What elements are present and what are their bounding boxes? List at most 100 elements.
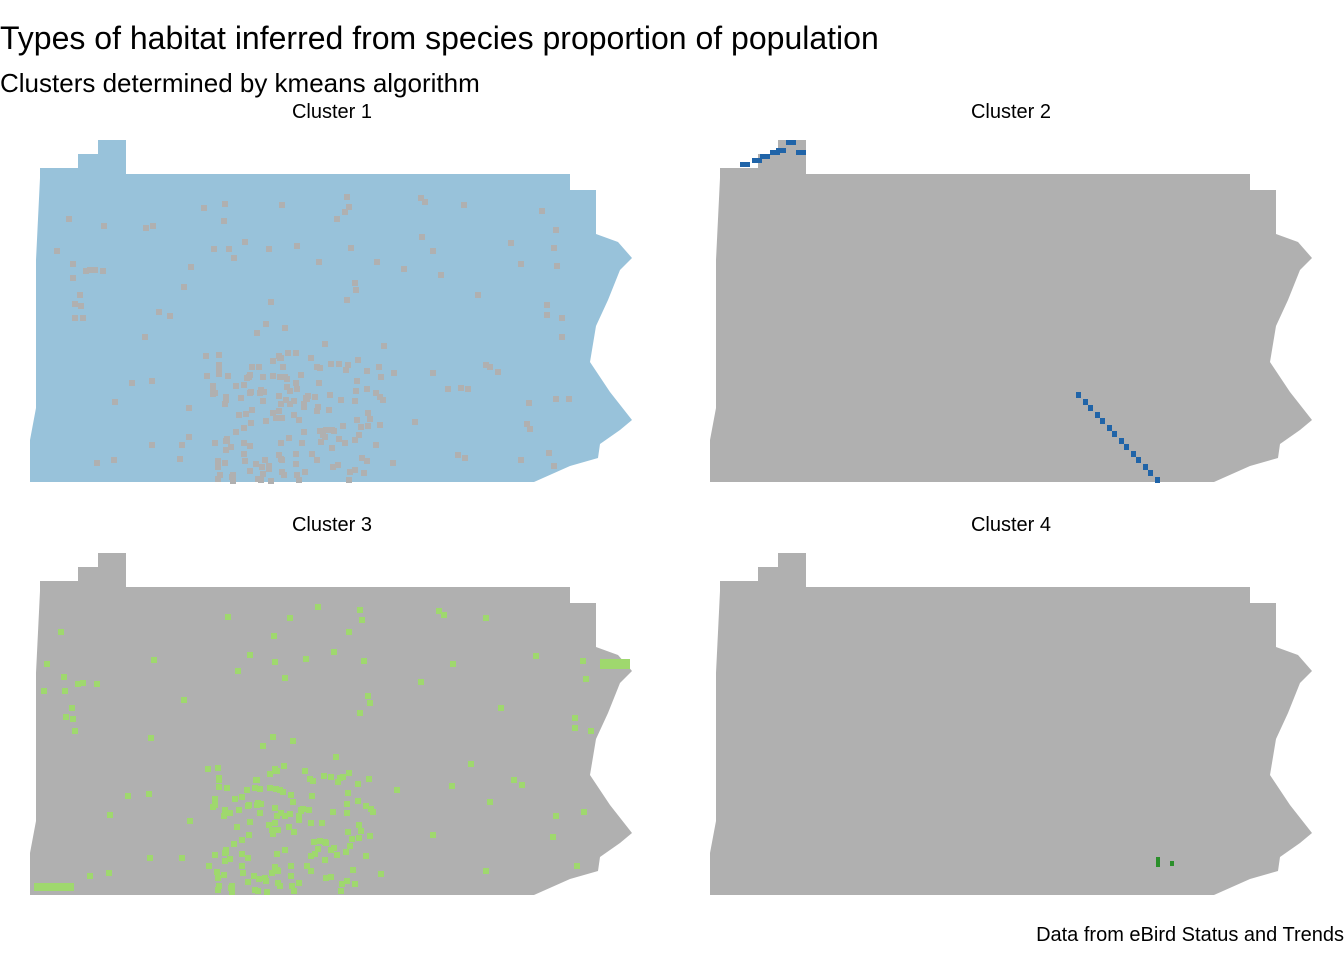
non-cluster-cell [281,472,287,478]
cluster-cell [235,668,241,674]
non-cluster-cell [216,352,222,358]
cluster-cell [322,839,328,845]
cluster-cell [553,813,559,819]
cluster-cell [270,831,276,837]
non-cluster-cell [236,412,242,418]
cluster-cell [752,158,762,163]
cluster-cell [244,787,250,793]
cluster-cell [356,822,362,828]
cluster-cell [262,875,268,881]
cluster-cell [278,810,284,816]
cluster-cell [1107,425,1112,431]
non-cluster-cell [328,361,334,367]
non-cluster-cell [377,422,383,428]
non-cluster-cell [418,195,424,201]
non-cluster-cell [225,373,231,379]
cluster-cell [302,768,308,774]
cluster-cell [441,612,447,618]
non-cluster-cell [475,292,481,298]
non-cluster-cell [326,407,332,413]
non-cluster-cell [551,245,557,251]
non-cluster-cell [217,472,223,478]
cluster-cell [94,681,100,687]
non-cluster-cell [282,325,288,331]
cluster-cell [221,872,227,878]
cluster-cell [1095,412,1100,418]
cluster-cell [234,824,240,830]
non-cluster-cell [378,374,384,380]
non-cluster-cell [544,312,550,318]
cluster-cell [216,775,222,781]
non-cluster-cell [352,280,358,286]
non-cluster-cell [390,460,396,466]
non-cluster-cell [346,204,352,210]
cluster-cell [282,813,288,819]
non-cluster-cell [348,245,354,251]
cluster-cell [487,799,493,805]
non-cluster-cell [340,423,346,429]
non-cluster-cell [228,444,234,450]
cluster-cell [347,843,353,849]
map-cluster-4 [710,553,1312,895]
cluster-cell [519,782,525,788]
cluster-cell [580,658,586,664]
cluster-cell [272,805,278,811]
non-cluster-cell [352,437,358,443]
non-cluster-cell [238,395,244,401]
cluster-cell [394,787,400,793]
non-cluster-cell [262,457,268,463]
cluster-cell [107,812,113,818]
non-cluster-cell [167,313,173,319]
chart-title: Types of habitat inferred from species p… [0,20,879,56]
map-cluster-3 [30,553,632,895]
panel-label-cluster-4: Cluster 4 [970,514,1052,536]
cluster-cell [72,728,78,734]
non-cluster-cell [258,477,264,483]
cluster-cell [239,851,245,857]
cluster-cell [770,150,780,155]
cluster-cell [378,871,384,877]
non-cluster-cell [54,248,60,254]
non-cluster-cell [335,462,341,468]
cluster-cell [206,863,212,869]
non-cluster-cell [210,389,216,395]
non-cluster-cell [186,434,192,440]
cluster-cell [274,813,280,819]
non-cluster-cell [279,202,285,208]
non-cluster-cell [179,442,185,448]
cluster-cell [352,881,358,887]
cluster-cell [212,796,218,802]
cluster-cell [366,776,372,782]
cluster-cell [273,786,279,792]
cluster-cell [338,888,344,894]
cluster-cell [246,832,252,838]
non-cluster-cell [302,469,308,475]
cluster-cell [760,154,770,159]
non-cluster-cell [323,427,329,433]
non-cluster-cell [322,341,328,347]
non-cluster-cell [365,410,371,416]
non-cluster-cell [216,362,222,368]
cluster-cell [269,827,275,833]
cluster-cell [215,765,221,771]
non-cluster-cell [551,463,557,469]
map-panel-cluster-2 [680,130,1340,490]
non-cluster-cell [258,387,264,393]
cluster-cell [335,779,341,785]
cluster-cell [359,617,365,623]
non-cluster-cell [277,355,283,361]
non-cluster-cell [544,302,550,308]
cluster-cell [246,802,252,808]
cluster-cell [572,715,578,721]
cluster-cell [239,837,245,843]
non-cluster-cell [445,386,451,392]
cluster-cell [272,659,278,665]
cluster-cell [147,855,153,861]
cluster-cell [340,774,346,780]
cluster-cell [291,829,297,835]
cluster-cell [1143,464,1148,470]
panel-label-cluster-3: Cluster 3 [291,514,373,536]
cluster-cell [330,809,336,815]
non-cluster-cell [270,373,276,379]
cluster-cell [245,855,251,861]
